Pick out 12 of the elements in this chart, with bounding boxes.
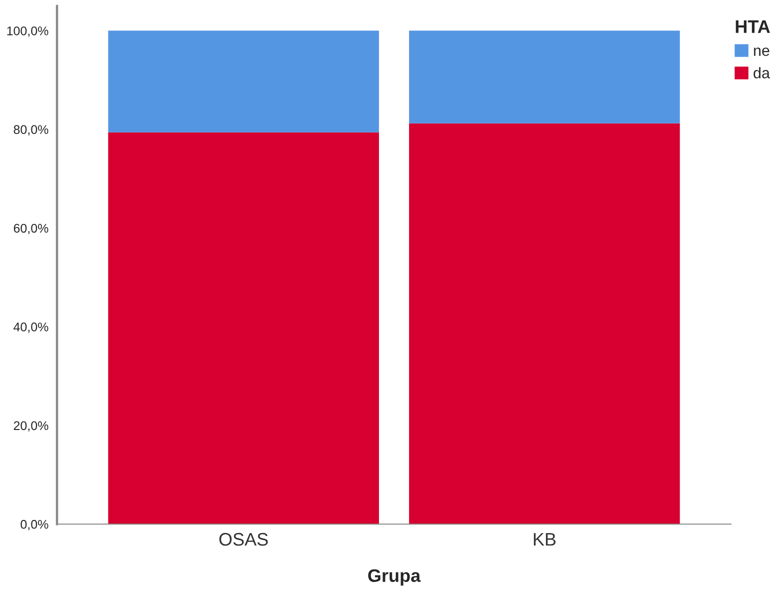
y-tick-label: 60,0%: [14, 224, 48, 234]
y-tick-label: 80,0%: [14, 125, 48, 136]
x-tick-label: OSAS: [219, 532, 268, 546]
x-tick-label: KB: [534, 533, 556, 546]
legend-title: HTA: [736, 20, 770, 33]
x-axis-title: Grupa: [368, 569, 421, 586]
legend-label: ne: [754, 48, 770, 56]
legend-label: da: [754, 67, 770, 78]
y-tick-label: 40,0%: [14, 322, 48, 333]
y-tick-label: 0,0%: [20, 520, 48, 530]
y-tick-label: 100,0%: [7, 26, 48, 37]
y-tick-label: 20,0%: [14, 421, 48, 432]
